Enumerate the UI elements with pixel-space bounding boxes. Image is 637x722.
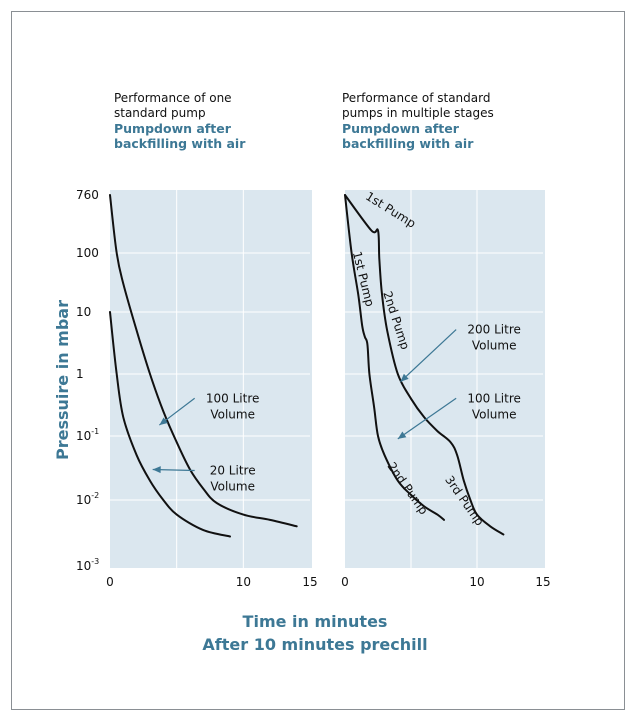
left-title-line1: Performance of one [114, 91, 232, 105]
arrowhead [397, 431, 407, 439]
x-tick-label: 10 [236, 575, 251, 589]
left-subtitle-line1: Pumpdown after [114, 121, 232, 136]
x-tick-label: 10 [469, 575, 484, 589]
y-tick-label: 10-2 [76, 491, 99, 507]
series-line [344, 194, 505, 536]
annotation-arrow [400, 329, 457, 383]
y-tick-label: 10 [76, 305, 91, 319]
x-axis-title: Time in minutes [243, 612, 388, 631]
annotation-label: Volume [210, 480, 255, 494]
right-subtitle-line2: backfilling with air [342, 136, 474, 151]
left-title-line2: standard pump [114, 106, 206, 120]
series-line [109, 311, 231, 538]
annotation-label: 20 Litre [210, 464, 256, 478]
left-subtitle-line2: backfilling with air [114, 136, 246, 151]
y-axis-title: Pressuire in mbar [53, 300, 72, 460]
arrowhead [400, 373, 409, 382]
y-tick-label: 100 [76, 246, 99, 260]
series-line [344, 194, 445, 521]
x-tick-label: 15 [302, 575, 317, 589]
annotation-arrow [397, 397, 457, 440]
series-line [109, 194, 298, 528]
arrowhead [152, 466, 161, 474]
annotation-label: Volume [472, 407, 517, 421]
x-tick-label: 0 [341, 575, 349, 589]
right-title-line1: Performance of standard [342, 91, 490, 105]
grid-lines [110, 190, 543, 568]
y-tick-label: 10-1 [76, 427, 99, 443]
y-tick-label: 10-3 [76, 557, 99, 573]
annotation-label: 100 Litre [467, 391, 521, 405]
y-tick-label: 760 [76, 188, 99, 202]
left-plot-area [110, 190, 312, 568]
annotation-label: Volume [472, 339, 517, 353]
annotation-label: Volume [210, 407, 255, 421]
x-axis-subtitle: After 10 minutes prechill [202, 635, 427, 654]
y-tick-label: 1 [76, 367, 84, 381]
right-plot-area [345, 190, 545, 568]
x-tick-label: 15 [535, 575, 550, 589]
annotation-label: 100 Litre [206, 391, 260, 405]
right-title-line2: pumps in multiple stages [342, 106, 494, 120]
x-tick-label: 0 [106, 575, 114, 589]
arrowhead [159, 417, 168, 426]
right-subtitle-line1: Pumpdown after [342, 121, 460, 136]
annotation-label: 200 Litre [467, 323, 521, 337]
